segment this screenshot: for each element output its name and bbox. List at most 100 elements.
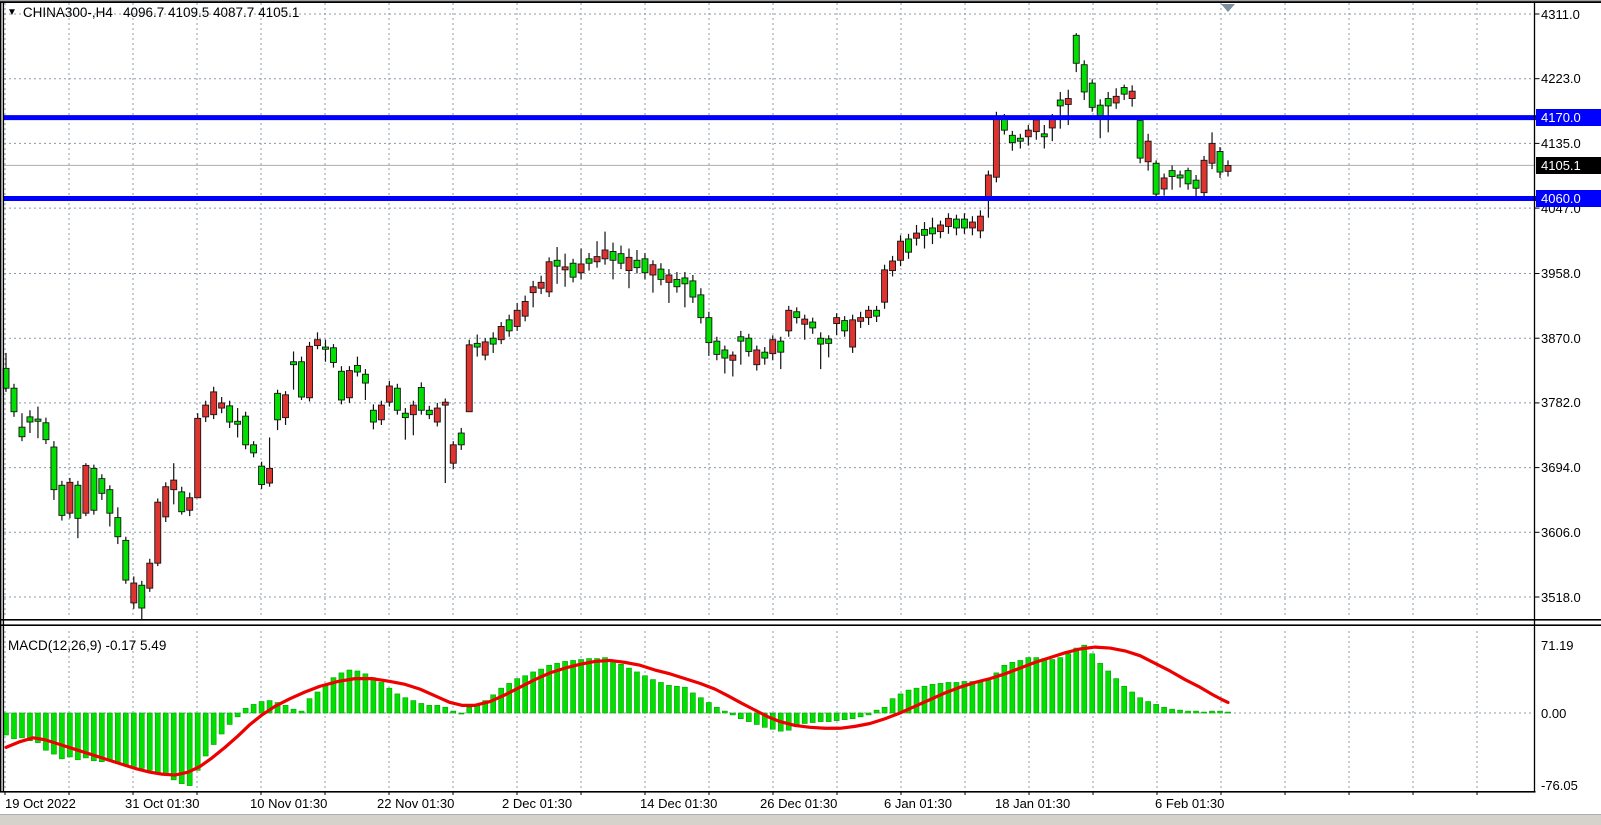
candle-body: [968, 221, 976, 229]
macd-histogram-bar: [306, 698, 313, 714]
candle-body: [905, 238, 912, 253]
candle-body: [1136, 120, 1144, 159]
macd-histogram-bar: [314, 691, 321, 714]
candle-body: [569, 262, 577, 278]
bottom-scroll-strip[interactable]: [0, 814, 1601, 825]
macd-histogram-bar: [1017, 660, 1024, 714]
macd-histogram-bar: [969, 681, 976, 714]
macd-histogram-bar: [194, 712, 201, 771]
macd-histogram-bar: [610, 660, 616, 714]
candle-body: [1072, 34, 1080, 64]
candle-body: [841, 320, 849, 332]
macd-histogram-bar: [19, 712, 25, 739]
macd-histogram-bar: [362, 673, 369, 714]
candle-body: [753, 349, 761, 366]
candle-body: [761, 351, 769, 359]
macd-histogram-bar: [1009, 662, 1016, 714]
macd-histogram-bar: [1025, 657, 1032, 714]
x-axis-line: [0, 791, 1536, 793]
candle-body: [210, 391, 218, 416]
price-axis-label: 3694.0: [1541, 460, 1581, 476]
candle-body: [729, 354, 737, 361]
macd-histogram-bar: [761, 712, 768, 728]
macd-histogram-bar: [801, 712, 808, 724]
candle-body: [609, 251, 617, 261]
macd-histogram-bar: [298, 710, 305, 714]
candle-body: [90, 467, 98, 511]
candle-body: [641, 258, 649, 274]
candle-body: [266, 467, 274, 484]
candle-body: [1208, 142, 1216, 164]
candle-body: [561, 266, 569, 271]
candle-body: [417, 387, 425, 411]
candle-body: [1040, 133, 1048, 138]
macd-histogram-bar: [1113, 678, 1119, 714]
macd-histogram-bar: [138, 712, 145, 769]
macd-histogram-bar: [738, 712, 744, 720]
macd-histogram-bar: [945, 682, 952, 714]
candle-body: [960, 218, 968, 229]
candle-body: [1064, 98, 1072, 105]
candle-body: [689, 280, 697, 298]
macd-histogram-bar: [450, 710, 457, 714]
macd-histogram-bar: [1169, 708, 1175, 714]
macd-histogram-bar: [402, 697, 409, 714]
candle-body: [513, 309, 521, 327]
candle-body: [10, 387, 18, 413]
date-axis-label: 26 Dec 01:30: [760, 796, 838, 811]
symbol-dropdown-icon[interactable]: ▼: [7, 7, 17, 18]
chart-title-row: ▼ CHINA300-,H4 4096.7 4109.5 4087.7 4105.1: [7, 5, 299, 20]
macd-histogram-bar: [186, 712, 193, 786]
candle-body: [34, 418, 42, 422]
candle-body: [617, 253, 625, 264]
candle-body: [585, 258, 593, 264]
candle-body: [481, 341, 489, 356]
macd-histogram-bar: [338, 672, 345, 714]
candle-body: [282, 394, 289, 419]
date-axis-label: 18 Jan 01:30: [995, 796, 1071, 811]
macd-histogram-bar: [530, 671, 536, 714]
price-axis-label: 4223.0: [1541, 71, 1581, 87]
macd-histogram-bar: [59, 712, 65, 760]
candle-body: [377, 404, 385, 421]
candle-body: [465, 344, 473, 413]
candle-body: [945, 217, 952, 227]
macd-histogram-bar: [210, 712, 217, 745]
macd-histogram-bar: [1041, 658, 1048, 714]
macd-histogram-bar: [83, 712, 89, 759]
candle-body: [529, 286, 537, 294]
macd-histogram-bar: [218, 712, 225, 735]
date-axis-label: 6 Feb 01:30: [1155, 796, 1225, 811]
macd-histogram-bar: [626, 667, 632, 714]
price-axis-label: 4311.0: [1541, 6, 1580, 22]
macd-histogram-bar: [562, 661, 568, 714]
macd-histogram-bar: [809, 712, 816, 723]
candle-body: [801, 318, 809, 325]
candle-body: [194, 417, 202, 499]
candle-body: [58, 484, 66, 516]
candle-body: [226, 405, 234, 423]
candle-body: [1168, 170, 1176, 177]
macd-histogram-bar: [753, 712, 760, 725]
candle-body: [537, 281, 545, 289]
candle-body: [202, 404, 210, 418]
date-axis-label: 14 Dec 01:30: [640, 796, 718, 811]
macd-histogram-bar: [51, 712, 57, 755]
candle-body: [929, 227, 936, 235]
candle-body: [449, 444, 457, 464]
candle-body: [769, 339, 777, 355]
macd-histogram-bar: [570, 660, 576, 714]
candle-body: [873, 309, 881, 317]
macd-histogram-bar: [258, 701, 265, 714]
macd-histogram-bar: [490, 694, 497, 714]
candle-body: [98, 478, 106, 494]
candle-body: [1056, 99, 1064, 107]
macd-histogram-bar: [913, 687, 920, 714]
macd-histogram-bar: [1209, 710, 1215, 714]
macd-histogram-bar: [35, 712, 41, 743]
candle-body: [673, 278, 681, 288]
macd-histogram-bar: [322, 684, 329, 714]
candle-body: [82, 464, 90, 514]
macd-histogram-bar: [785, 712, 792, 731]
